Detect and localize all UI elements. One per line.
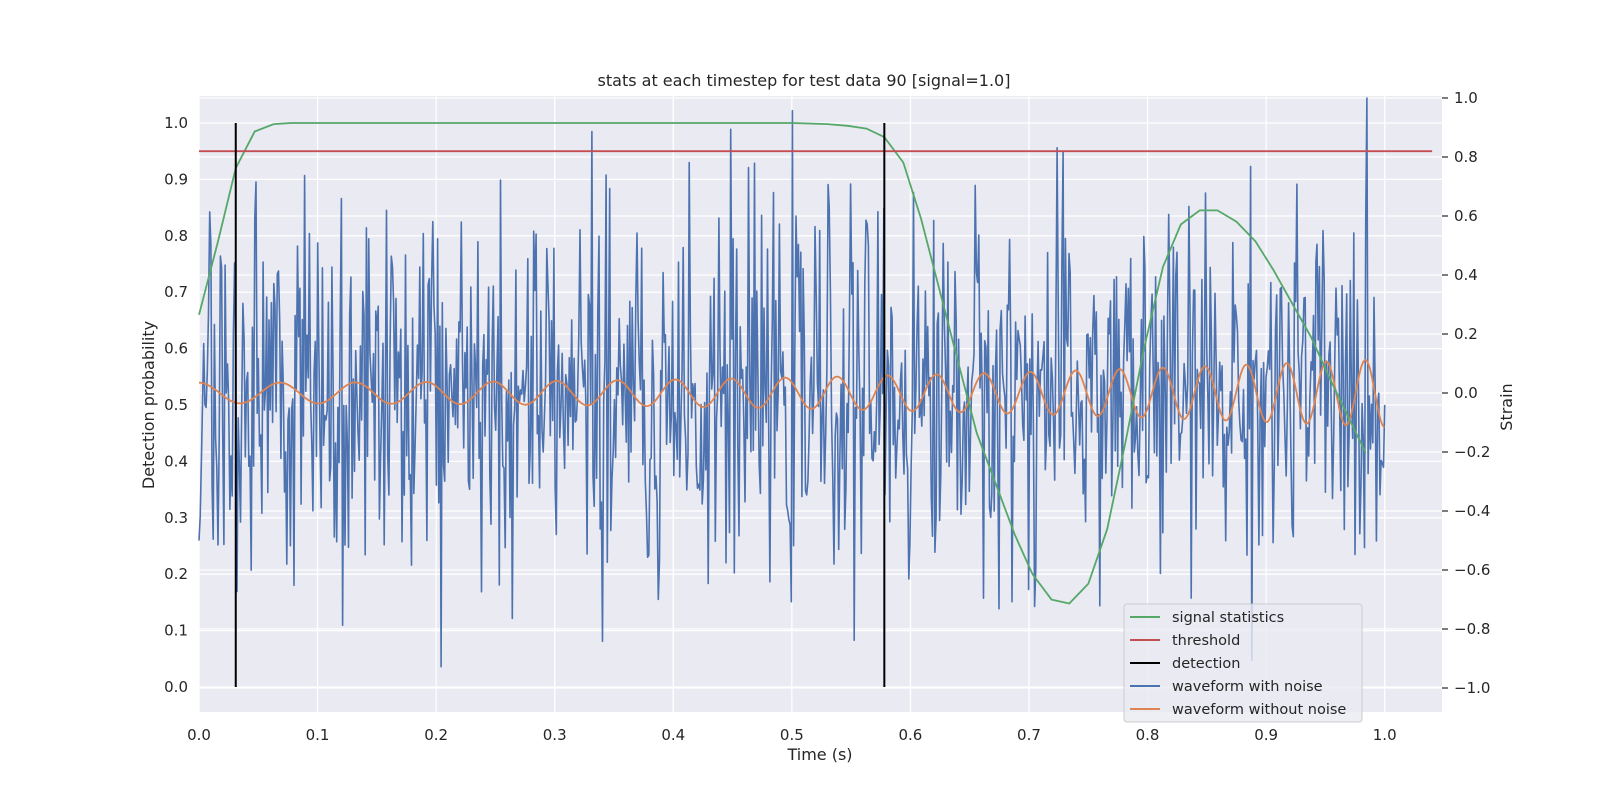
y-tick-label: 0.8: [164, 227, 188, 245]
y2-tick-label: 0.8: [1454, 148, 1478, 166]
y-tick-label: 0.0: [164, 678, 188, 696]
x-tick-label: 0.2: [424, 726, 448, 744]
x-tick-label: 0.4: [661, 726, 685, 744]
x-tick-label: 1.0: [1373, 726, 1397, 744]
y2-tick-label: 0.6: [1454, 207, 1478, 225]
legend-label-threshold: threshold: [1172, 633, 1240, 649]
x-tick-label: 0.8: [1136, 726, 1160, 744]
series-waveform-with-noise: [198, 97, 1386, 668]
y2-tick-label: −0.2: [1454, 443, 1490, 461]
y2-tick-label: −0.6: [1454, 561, 1490, 579]
legend-label-noisy: waveform with noise: [1172, 679, 1323, 695]
y-tick-label: 0.5: [164, 396, 188, 414]
y-axis-label: Detection probability: [139, 321, 158, 489]
x-tick-label: 0.6: [898, 726, 922, 744]
y2-axis-label: Strain: [1497, 383, 1516, 430]
x-axis-label: Time (s): [786, 745, 852, 764]
legend-label-detection: detection: [1172, 656, 1240, 672]
legend-label-clean: waveform without noise: [1172, 702, 1346, 718]
x-tick-label: 0.5: [780, 726, 804, 744]
series-signal-statistics: [198, 122, 1367, 605]
x-tick-label: 0.3: [543, 726, 567, 744]
x-tick-label: 0.1: [306, 726, 330, 744]
y-tick-label: 0.9: [164, 170, 188, 188]
y2-tick-label: −0.4: [1454, 502, 1490, 520]
x-tick-label: 0.9: [1254, 726, 1278, 744]
y-tick-label: 0.2: [164, 565, 188, 583]
y2-tick-label: 1.0: [1454, 89, 1478, 107]
y-axis-left-ticks: 0.0 0.1 0.2 0.3 0.4 0.5 0.6 0.7 0.8 0.9 1.0: [164, 114, 188, 696]
series-waveform-without-noise: [199, 359, 1385, 428]
y2-tick-label: −1.0: [1454, 679, 1490, 697]
y-tick-label: 1.0: [164, 114, 188, 132]
y2-tick-label: −0.8: [1454, 620, 1490, 638]
y-tick-label: 0.1: [164, 622, 188, 640]
y2-tick-label: 0.2: [1454, 325, 1478, 343]
y-axis-right-ticks: −1.0 −0.8 −0.6 −0.4 −0.2 0.0 0.2 0.4 0.6 0.8 1.0: [1442, 89, 1490, 697]
y2-tick-label: 0.0: [1454, 384, 1478, 402]
legend: signal statistics threshold detection wa…: [1123, 603, 1363, 723]
legend-box: [1123, 603, 1363, 723]
x-tick-label: 0.0: [187, 726, 211, 744]
legend-label-signal: signal statistics: [1172, 610, 1284, 626]
y-tick-label: 0.4: [164, 452, 188, 470]
chart-title: stats at each timestep for test data 90 …: [598, 71, 1011, 90]
y-tick-label: 0.3: [164, 509, 188, 527]
series-layer: [198, 97, 1433, 687]
y-tick-label: 0.7: [164, 283, 188, 301]
y-tick-label: 0.6: [164, 340, 188, 358]
x-tick-label: 0.7: [1017, 726, 1041, 744]
y2-tick-label: 0.4: [1454, 266, 1478, 284]
x-axis-ticks: 0.0 0.1 0.2 0.3 0.4 0.5 0.6 0.7 0.8 0.9 1.0: [187, 726, 1397, 744]
